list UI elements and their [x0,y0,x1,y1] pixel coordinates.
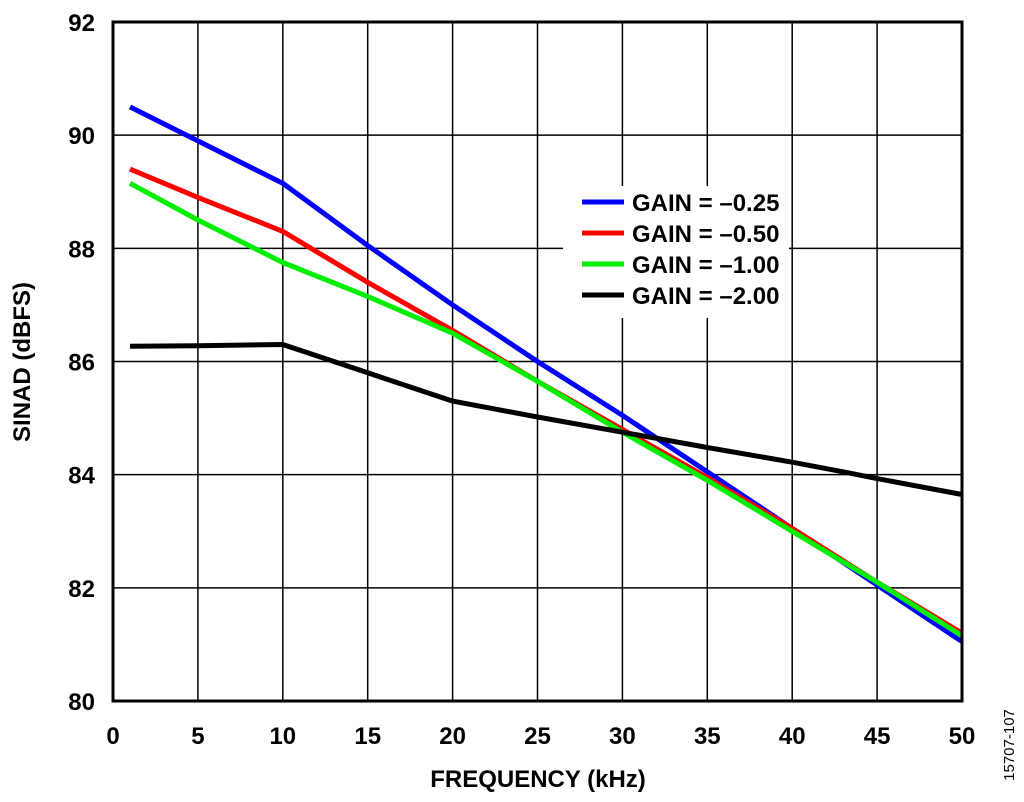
x-tick-label: 25 [524,723,551,750]
x-tick-label: 50 [949,723,976,750]
series-line-1 [128,104,964,644]
x-tick-label: 40 [779,723,806,750]
series-lines [128,104,964,644]
x-tick-label: 35 [694,723,721,750]
y-tick-label: 86 [68,350,95,377]
legend-label: GAIN = –0.25 [632,190,779,217]
y-tick-label: 88 [68,236,95,263]
y-tick-label: 84 [68,463,95,490]
x-tick-label: 0 [106,723,119,750]
legend-label: GAIN = –1.00 [632,252,779,279]
y-tick-labels: 80 82 84 86 88 90 92 [68,10,95,716]
x-tick-label: 20 [439,723,466,750]
y-tick-label: 80 [68,689,95,716]
x-axis-label: FREQUENCY (kHz) [430,766,646,793]
series-line-3 [128,181,964,639]
x-tick-label: 45 [864,723,891,750]
legend-label: GAIN = –0.50 [632,221,779,248]
x-tick-label: 5 [191,723,204,750]
x-tick-label: 10 [269,723,296,750]
plot-frame [111,20,964,703]
x-tick-labels: 0 5 10 15 20 25 30 35 40 45 50 [106,723,975,750]
legend-label: GAIN = –2.00 [632,283,779,310]
x-tick-label: 15 [354,723,381,750]
y-tick-label: 82 [68,576,95,603]
series-line-4 [129,342,963,497]
y-tick-label: 90 [68,123,95,150]
x-tick-label: 30 [609,723,636,750]
series-line-2 [129,166,964,636]
y-axis-label: SINAD (dBFS) [9,282,36,442]
y-tick-label: 92 [68,10,95,37]
legend: GAIN = –0.25 GAIN = –0.50 GAIN = –1.00 GAIN… [563,186,789,318]
figure-id-label: 15707-107 [1001,709,1018,781]
